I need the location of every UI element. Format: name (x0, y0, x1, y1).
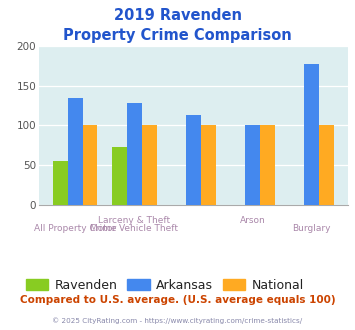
Bar (142, 125, 157, 205)
Bar (112, 147, 127, 205)
Text: © 2025 CityRating.com - https://www.cityrating.com/crime-statistics/: © 2025 CityRating.com - https://www.city… (53, 317, 302, 324)
Text: Larceny & Theft: Larceny & Theft (98, 216, 170, 225)
Text: Arson: Arson (240, 216, 266, 225)
Text: Burglary: Burglary (293, 224, 331, 233)
Text: Motor Vehicle Theft: Motor Vehicle Theft (91, 224, 178, 233)
Bar (83, 125, 97, 205)
Legend: Ravenden, Arkansas, National: Ravenden, Arkansas, National (21, 274, 309, 297)
Bar (53, 161, 68, 205)
Bar (245, 125, 260, 205)
Text: Property Crime Comparison: Property Crime Comparison (63, 28, 292, 43)
Bar (186, 115, 201, 205)
Bar (260, 125, 275, 205)
Text: 2019 Ravenden: 2019 Ravenden (114, 8, 241, 23)
Bar (304, 64, 319, 205)
Bar (68, 98, 83, 205)
Bar (201, 125, 215, 205)
Text: All Property Crime: All Property Crime (34, 224, 116, 233)
Bar (127, 103, 142, 205)
Text: Compared to U.S. average. (U.S. average equals 100): Compared to U.S. average. (U.S. average … (20, 295, 335, 305)
Bar (319, 125, 334, 205)
